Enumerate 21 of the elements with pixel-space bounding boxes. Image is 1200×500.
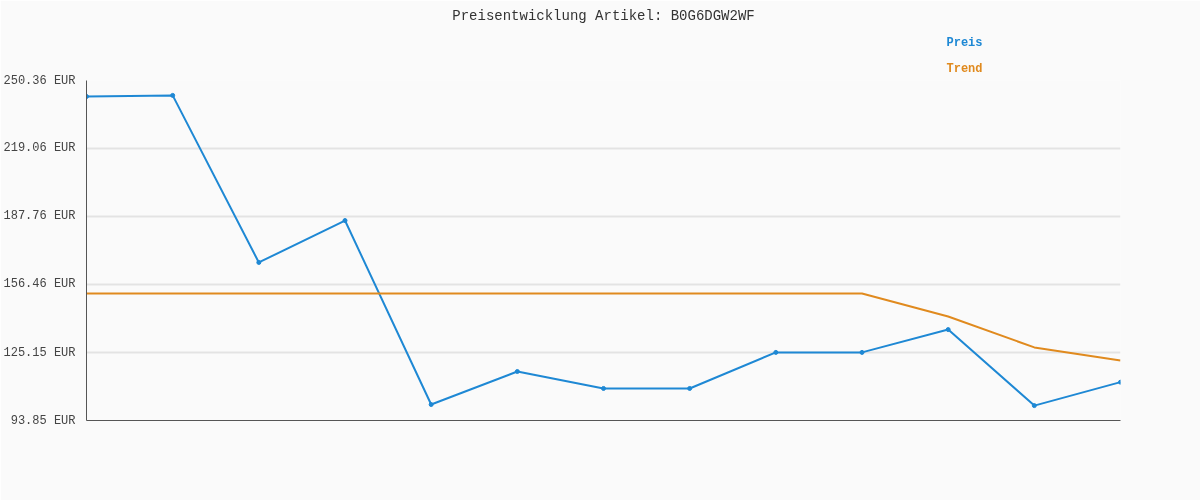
y-tick-label: 250.36 EUR [3, 73, 76, 88]
y-tick-label: 93.85 EUR [10, 413, 76, 428]
point [170, 92, 176, 98]
y-tick-label: 156.46 EUR [3, 277, 76, 292]
point [601, 385, 606, 391]
y-tick-label: 219.06 EUR [3, 141, 76, 156]
point [859, 349, 865, 355]
point [945, 327, 951, 333]
point [256, 259, 262, 265]
point [514, 369, 520, 375]
text: Trend [946, 61, 983, 76]
point [1031, 403, 1037, 409]
y-tick-label: 125.15 EUR [3, 345, 76, 360]
chart-title: Preisentwicklung Artikel: B0G6DGW2WF [452, 7, 755, 24]
point [773, 349, 779, 355]
text: Preis [946, 35, 983, 50]
point [687, 385, 693, 391]
line-series [86, 292, 1121, 362]
point [428, 402, 434, 408]
point [342, 218, 348, 224]
y-tick-label: 187.76 EUR [3, 209, 76, 224]
